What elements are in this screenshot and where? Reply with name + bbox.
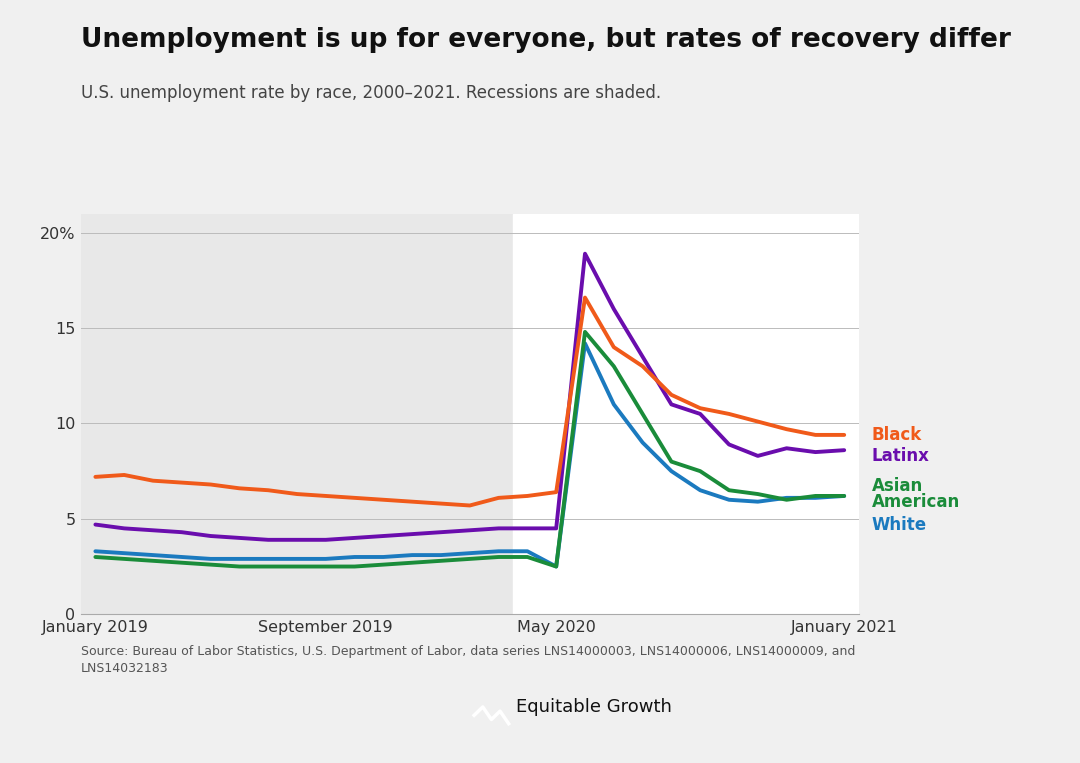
Text: Unemployment is up for everyone, but rates of recovery differ: Unemployment is up for everyone, but rat…: [81, 27, 1011, 53]
Text: U.S. unemployment rate by race, 2000–2021. Recessions are shaded.: U.S. unemployment rate by race, 2000–202…: [81, 84, 661, 102]
Text: Latinx: Latinx: [872, 447, 930, 465]
Text: Source: Bureau of Labor Statistics, U.S. Department of Labor, data series LNS140: Source: Bureau of Labor Statistics, U.S.…: [81, 645, 855, 674]
Text: Asian: Asian: [872, 478, 922, 495]
Text: Black: Black: [872, 426, 922, 444]
Text: White: White: [872, 516, 927, 533]
Bar: [513, 214, 859, 614]
Text: Equitable Growth: Equitable Growth: [516, 698, 672, 716]
Text: American: American: [872, 493, 960, 510]
